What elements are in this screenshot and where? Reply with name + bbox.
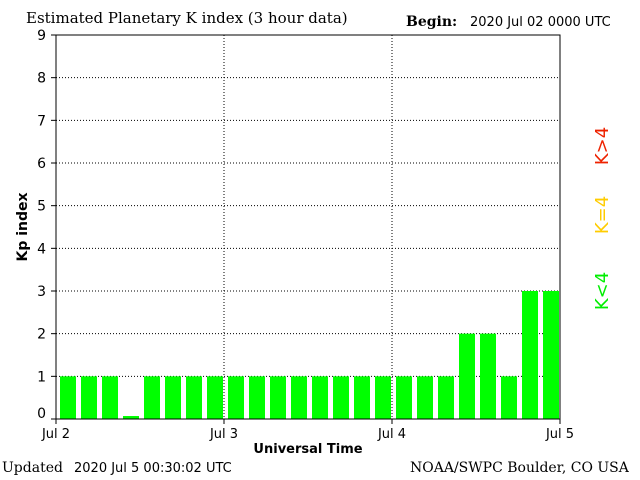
kp-bar xyxy=(60,376,76,419)
kp-bar xyxy=(228,376,244,419)
legend-item: K>4 xyxy=(592,127,613,165)
kp-bar xyxy=(165,376,181,419)
kp-bar xyxy=(480,333,496,419)
kp-bar xyxy=(333,376,349,419)
y-tick-label: 3 xyxy=(37,284,46,300)
kp-bar xyxy=(417,376,433,419)
y-axis-label: Kp index xyxy=(15,192,31,261)
kp-bar xyxy=(312,376,328,419)
kp-bar xyxy=(291,376,307,419)
x-axis-label: Universal Time xyxy=(253,442,362,457)
kp-bar xyxy=(249,376,265,419)
grid xyxy=(56,35,560,419)
kp-bar xyxy=(375,376,391,419)
kp-bar xyxy=(396,376,412,419)
y-tick-label: 4 xyxy=(37,241,46,257)
legend-item: K<4 xyxy=(592,272,613,310)
y-tick-label: 0 xyxy=(37,406,46,422)
x-tick-label: Jul 3 xyxy=(209,427,238,442)
kp-bar xyxy=(501,376,517,419)
y-tick-label: 6 xyxy=(37,156,46,172)
kp-bar xyxy=(186,376,202,419)
plot-frame xyxy=(55,34,561,420)
x-tick-label: Jul 5 xyxy=(545,427,574,442)
kp-bar xyxy=(207,376,223,419)
y-tick-label: 5 xyxy=(37,199,46,215)
y-tick-label: 7 xyxy=(37,113,46,129)
kp-bar xyxy=(459,333,475,419)
chart-title: Estimated Planetary K index (3 hour data… xyxy=(26,9,348,27)
kp-bar xyxy=(102,376,118,419)
kp-bar xyxy=(123,416,139,419)
kp-bar xyxy=(81,376,97,419)
legend: K<4 K=4 K>4 xyxy=(592,127,613,310)
credit-text: NOAA/SWPC Boulder, CO USA xyxy=(410,460,629,476)
legend-item: K=4 xyxy=(592,196,613,234)
kp-bar xyxy=(438,376,454,419)
bars xyxy=(60,291,559,419)
x-tick-label: Jul 4 xyxy=(377,427,406,442)
updated-label: Updated xyxy=(2,460,63,476)
y-tick-label: 8 xyxy=(37,71,46,87)
begin-value: 2020 Jul 02 0000 UTC xyxy=(470,15,611,30)
x-ticks: Jul 2 Jul 3 Jul 4 Jul 5 xyxy=(41,419,574,442)
kp-bar xyxy=(144,376,160,419)
y-tick-label: 2 xyxy=(37,327,46,343)
x-tick-label: Jul 2 xyxy=(41,427,70,442)
y-tick-label: 9 xyxy=(37,28,46,44)
y-ticks: 0 1 2 3 4 5 6 7 8 9 xyxy=(37,28,56,422)
begin-label: Begin: xyxy=(406,14,458,30)
kp-bar xyxy=(543,291,559,419)
kp-bar xyxy=(522,291,538,419)
kp-bar xyxy=(354,376,370,419)
updated-value: 2020 Jul 5 00:30:02 UTC xyxy=(74,461,232,476)
y-tick-label: 1 xyxy=(37,369,46,385)
kp-bar xyxy=(270,376,286,419)
